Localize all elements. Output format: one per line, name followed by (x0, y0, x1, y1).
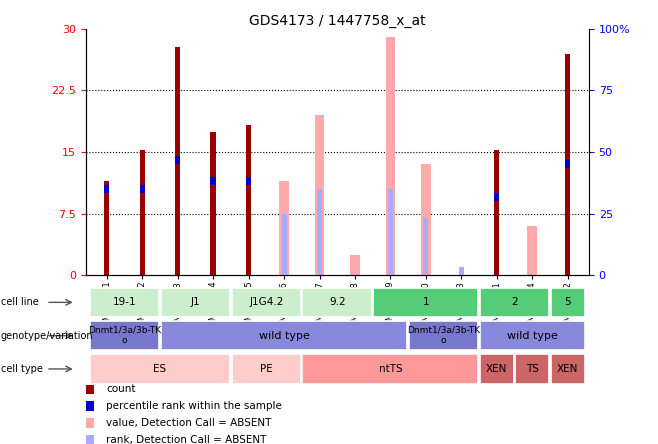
Title: GDS4173 / 1447758_x_at: GDS4173 / 1447758_x_at (249, 14, 426, 28)
Bar (139, 185, 145, 193)
FancyBboxPatch shape (232, 288, 301, 317)
FancyBboxPatch shape (480, 354, 514, 384)
FancyBboxPatch shape (551, 288, 585, 317)
Text: value, Detection Call = ABSENT: value, Detection Call = ABSENT (106, 418, 271, 428)
Bar (282, 214, 286, 275)
Bar (565, 160, 570, 168)
Text: wild type: wild type (259, 331, 309, 341)
FancyBboxPatch shape (89, 288, 159, 317)
Text: cell type: cell type (1, 364, 43, 374)
Text: J1G4.2: J1G4.2 (249, 297, 284, 307)
Text: J1: J1 (191, 297, 200, 307)
Text: 19-1: 19-1 (113, 297, 136, 307)
Bar (527, 226, 537, 275)
Bar (494, 193, 499, 202)
Bar (386, 37, 395, 275)
FancyBboxPatch shape (551, 354, 585, 384)
Text: rank, Detection Call = ABSENT: rank, Detection Call = ABSENT (106, 435, 266, 444)
FancyBboxPatch shape (373, 288, 478, 317)
Text: Dnmt1/3a/3b-TK
o: Dnmt1/3a/3b-TK o (88, 326, 161, 345)
Text: 1: 1 (422, 297, 429, 307)
FancyBboxPatch shape (480, 321, 585, 350)
FancyBboxPatch shape (89, 354, 230, 384)
Text: wild type: wild type (507, 331, 557, 341)
FancyBboxPatch shape (232, 354, 301, 384)
Text: ntTS: ntTS (378, 364, 402, 374)
Bar (421, 164, 431, 275)
Bar (565, 54, 570, 275)
Bar (459, 267, 464, 275)
Bar (315, 115, 324, 275)
FancyBboxPatch shape (303, 288, 372, 317)
Text: ES: ES (153, 364, 166, 374)
Text: XEN: XEN (557, 364, 578, 374)
Text: 9.2: 9.2 (329, 297, 345, 307)
Text: Dnmt1/3a/3b-TK
o: Dnmt1/3a/3b-TK o (407, 326, 480, 345)
Text: PE: PE (260, 364, 272, 374)
Text: XEN: XEN (486, 364, 507, 374)
Bar (175, 156, 180, 164)
FancyBboxPatch shape (89, 321, 159, 350)
FancyBboxPatch shape (409, 321, 478, 350)
Bar (175, 47, 180, 275)
Bar (211, 177, 216, 185)
Text: 2: 2 (511, 297, 518, 307)
Bar (350, 255, 360, 275)
Text: cell line: cell line (1, 297, 38, 307)
Bar (317, 189, 322, 275)
Bar (423, 218, 428, 275)
Bar (246, 125, 251, 275)
Bar (211, 131, 216, 275)
FancyBboxPatch shape (161, 321, 407, 350)
Bar (279, 181, 289, 275)
FancyBboxPatch shape (515, 354, 549, 384)
FancyBboxPatch shape (161, 288, 230, 317)
Text: percentile rank within the sample: percentile rank within the sample (106, 401, 282, 411)
Bar (104, 185, 109, 193)
Text: 5: 5 (565, 297, 571, 307)
Text: count: count (106, 385, 136, 394)
FancyBboxPatch shape (303, 354, 478, 384)
Bar (246, 177, 251, 185)
FancyBboxPatch shape (480, 288, 549, 317)
Bar (388, 189, 393, 275)
Bar (494, 151, 499, 275)
Bar (104, 181, 109, 275)
Text: genotype/variation: genotype/variation (1, 331, 93, 341)
Bar (139, 151, 145, 275)
Text: TS: TS (526, 364, 539, 374)
